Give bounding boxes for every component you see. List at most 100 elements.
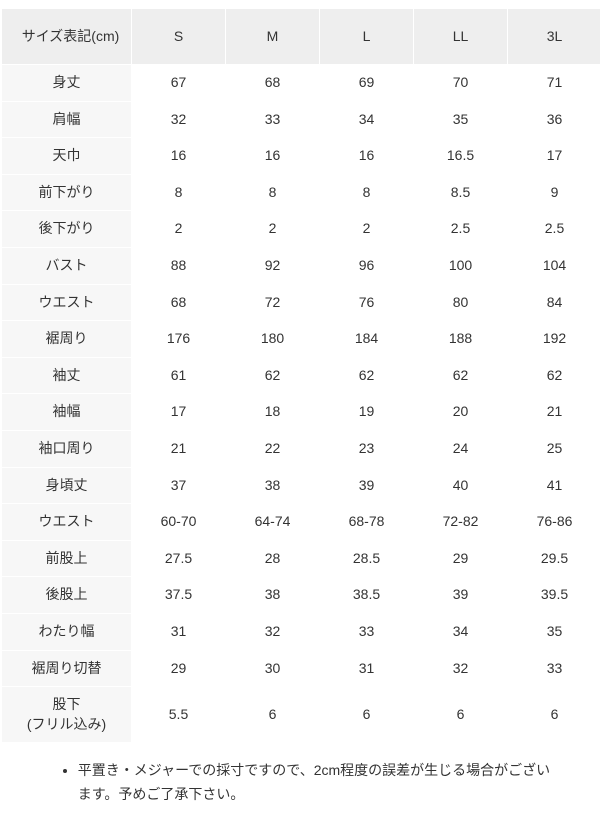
size-header: S <box>132 9 226 65</box>
cell-value: 28 <box>226 540 320 577</box>
cell-value: 9 <box>508 174 600 211</box>
cell-value: 21 <box>132 430 226 467</box>
cell-value: 38.5 <box>320 577 414 614</box>
measurement-note: 平置き・メジャーでの採寸ですので、2cm程度の誤差が生じる場合がございます。予め… <box>1 743 599 817</box>
cell-value: 40 <box>414 467 508 504</box>
cell-value: 33 <box>320 613 414 650</box>
cell-value: 35 <box>414 101 508 138</box>
cell-value: 76 <box>320 284 414 321</box>
cell-value: 39.5 <box>508 577 600 614</box>
cell-value: 23 <box>320 430 414 467</box>
size-header: M <box>226 9 320 65</box>
table-row: 股下(フリル込み)5.56666 <box>2 687 600 743</box>
cell-value: 38 <box>226 577 320 614</box>
table-row: 後股上37.53838.53939.5 <box>2 577 600 614</box>
cell-value: 72-82 <box>414 504 508 541</box>
cell-value: 84 <box>508 284 600 321</box>
row-label: 裾周り <box>2 321 132 358</box>
cell-value: 92 <box>226 247 320 284</box>
cell-value: 29 <box>414 540 508 577</box>
cell-value: 88 <box>132 247 226 284</box>
cell-value: 6 <box>320 687 414 743</box>
cell-value: 33 <box>508 650 600 687</box>
row-label: 袖幅 <box>2 394 132 431</box>
cell-value: 39 <box>414 577 508 614</box>
cell-value: 2 <box>226 211 320 248</box>
cell-value: 184 <box>320 321 414 358</box>
cell-value: 16 <box>226 138 320 175</box>
cell-value: 104 <box>508 247 600 284</box>
cell-value: 180 <box>226 321 320 358</box>
cell-value: 20 <box>414 394 508 431</box>
row-label: 袖口周り <box>2 430 132 467</box>
cell-value: 8 <box>132 174 226 211</box>
row-label: 肩幅 <box>2 101 132 138</box>
row-label: 後下がり <box>2 211 132 248</box>
row-label: バスト <box>2 247 132 284</box>
cell-value: 28.5 <box>320 540 414 577</box>
cell-value: 41 <box>508 467 600 504</box>
cell-value: 25 <box>508 430 600 467</box>
cell-value: 68 <box>226 65 320 102</box>
cell-value: 19 <box>320 394 414 431</box>
table-row: 天巾16161616.517 <box>2 138 600 175</box>
cell-value: 37.5 <box>132 577 226 614</box>
table-row: わたり幅3132333435 <box>2 613 600 650</box>
cell-value: 60-70 <box>132 504 226 541</box>
cell-value: 69 <box>320 65 414 102</box>
cell-value: 192 <box>508 321 600 358</box>
row-label: わたり幅 <box>2 613 132 650</box>
row-label: ウエスト <box>2 284 132 321</box>
row-label: 前股上 <box>2 540 132 577</box>
cell-value: 64-74 <box>226 504 320 541</box>
size-chart-table: サイズ表記(cm) S M L LL 3L 身丈6768697071肩幅3233… <box>1 8 600 743</box>
cell-value: 68-78 <box>320 504 414 541</box>
row-label: 身頃丈 <box>2 467 132 504</box>
table-header-row: サイズ表記(cm) S M L LL 3L <box>2 9 600 65</box>
header-label: サイズ表記(cm) <box>2 9 132 65</box>
cell-value: 22 <box>226 430 320 467</box>
table-row: バスト889296100104 <box>2 247 600 284</box>
cell-value: 32 <box>414 650 508 687</box>
cell-value: 21 <box>508 394 600 431</box>
cell-value: 37 <box>132 467 226 504</box>
cell-value: 29 <box>132 650 226 687</box>
cell-value: 62 <box>320 357 414 394</box>
size-header: LL <box>414 9 508 65</box>
cell-value: 2.5 <box>508 211 600 248</box>
cell-value: 67 <box>132 65 226 102</box>
cell-value: 34 <box>320 101 414 138</box>
cell-value: 8 <box>320 174 414 211</box>
cell-value: 96 <box>320 247 414 284</box>
cell-value: 8 <box>226 174 320 211</box>
table-row: 肩幅3233343536 <box>2 101 600 138</box>
cell-value: 35 <box>508 613 600 650</box>
cell-value: 62 <box>226 357 320 394</box>
size-header: L <box>320 9 414 65</box>
cell-value: 2.5 <box>414 211 508 248</box>
cell-value: 76-86 <box>508 504 600 541</box>
row-label: 天巾 <box>2 138 132 175</box>
size-chart-container: サイズ表記(cm) S M L LL 3L 身丈6768697071肩幅3233… <box>0 0 600 825</box>
table-row: 前下がり8888.59 <box>2 174 600 211</box>
cell-value: 17 <box>508 138 600 175</box>
cell-value: 62 <box>414 357 508 394</box>
cell-value: 188 <box>414 321 508 358</box>
cell-value: 6 <box>414 687 508 743</box>
cell-value: 33 <box>226 101 320 138</box>
cell-value: 34 <box>414 613 508 650</box>
row-label: 身丈 <box>2 65 132 102</box>
cell-value: 36 <box>508 101 600 138</box>
table-row: ウエスト6872768084 <box>2 284 600 321</box>
cell-value: 2 <box>320 211 414 248</box>
row-label: ウエスト <box>2 504 132 541</box>
cell-value: 80 <box>414 284 508 321</box>
cell-value: 29.5 <box>508 540 600 577</box>
size-header: 3L <box>508 9 600 65</box>
table-row: 前股上27.52828.52929.5 <box>2 540 600 577</box>
row-label: 股下(フリル込み) <box>2 687 132 743</box>
cell-value: 27.5 <box>132 540 226 577</box>
cell-value: 39 <box>320 467 414 504</box>
cell-value: 71 <box>508 65 600 102</box>
cell-value: 8.5 <box>414 174 508 211</box>
